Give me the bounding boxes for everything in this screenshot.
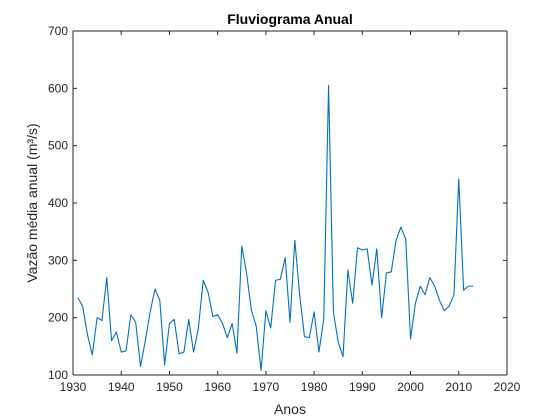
x-tick-label: 1940 [108, 380, 135, 394]
series-line [77, 84, 474, 371]
y-tick-label: 300 [48, 253, 68, 267]
x-tick-label: 2020 [494, 380, 521, 394]
x-tick-label: 2000 [397, 380, 424, 394]
x-tick-label: 2010 [445, 380, 472, 394]
y-tick-label: 100 [48, 368, 68, 382]
x-ticks: 1930 1940 1950 1960 1970 1980 1990 2000 2010 2020 [60, 31, 521, 394]
plot-frame [73, 31, 507, 375]
x-tick-label: 1970 [253, 380, 280, 394]
y-tick-label: 700 [48, 24, 68, 38]
y-tick-label: 200 [48, 311, 68, 325]
x-tick-label: 1950 [156, 380, 183, 394]
y-tick-label: 500 [48, 139, 68, 153]
y-ticks: 100 200 300 400 500 600 700 [48, 24, 507, 382]
y-axis-label: Vazão média anual (m³/s) [24, 123, 40, 282]
x-tick-label: 1980 [301, 380, 328, 394]
x-tick-label: 1930 [60, 380, 87, 394]
y-tick-label: 600 [48, 81, 68, 95]
plot-area: 1930 1940 1950 1960 1970 1980 1990 2000 2010 2020… [48, 24, 521, 394]
series-group [77, 84, 474, 371]
y-tick-label: 400 [48, 196, 68, 210]
x-axis-label: Anos [274, 401, 306, 417]
x-tick-label: 1960 [204, 380, 231, 394]
x-tick-label: 1990 [349, 380, 376, 394]
chart-title: Fluviograma Anual [227, 11, 353, 27]
